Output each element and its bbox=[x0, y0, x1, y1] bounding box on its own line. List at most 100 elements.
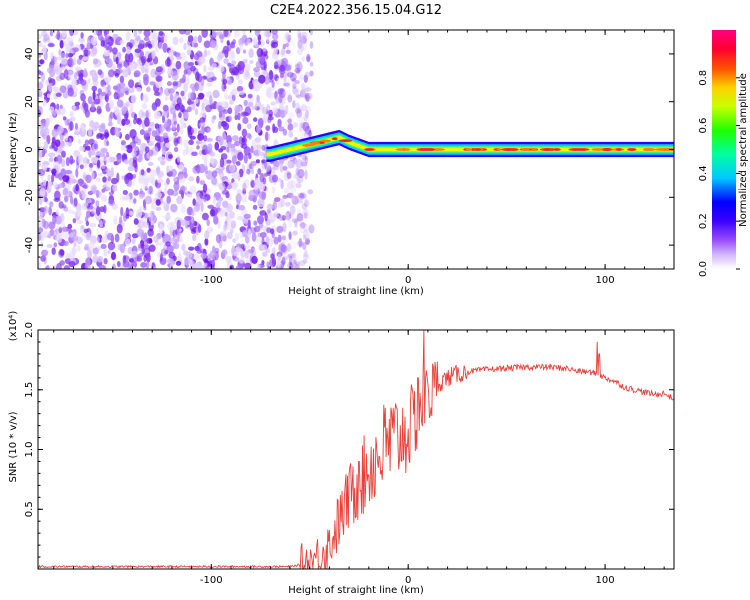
heatmap-cell bbox=[304, 94, 310, 100]
heatmap-cell bbox=[209, 95, 213, 105]
y-tick-label: 1.5 bbox=[24, 382, 35, 398]
heatmap-cell bbox=[129, 102, 134, 112]
heatmap-cell bbox=[243, 153, 248, 164]
heatmap-cell bbox=[222, 134, 227, 141]
heatmap-cell bbox=[147, 175, 155, 184]
heatmap-cell bbox=[38, 262, 42, 268]
heatmap-cell bbox=[44, 197, 48, 203]
heatmap-cell bbox=[258, 117, 264, 127]
heatmap-cell bbox=[88, 127, 92, 138]
heatmap-cell bbox=[124, 133, 130, 141]
heatmap-cell bbox=[292, 86, 298, 95]
heatmap-cell bbox=[130, 250, 138, 258]
heatmap-cell bbox=[95, 200, 100, 208]
heatmap-cell bbox=[81, 122, 85, 133]
snr-ylabel: SNR (10 * v/v) bbox=[8, 411, 19, 482]
heatmap-cell bbox=[243, 213, 251, 219]
heatmap-cell bbox=[61, 30, 68, 38]
heatmap-cell bbox=[295, 94, 302, 99]
heatmap-cell bbox=[58, 183, 66, 189]
heatmap-cell bbox=[292, 157, 297, 164]
heatmap-cell bbox=[295, 69, 301, 75]
heatmap-cell bbox=[247, 101, 254, 108]
heatmap-cell bbox=[194, 82, 200, 92]
heatmap-cell bbox=[62, 90, 69, 99]
heatmap-cell bbox=[301, 37, 307, 45]
heatmap-cell bbox=[242, 58, 248, 64]
heatmap-cell bbox=[263, 61, 267, 71]
heatmap-cell bbox=[58, 144, 63, 154]
heatmap-cell bbox=[188, 176, 195, 182]
heatmap-cell bbox=[105, 151, 110, 158]
heatmap-cell bbox=[287, 123, 294, 131]
heatmap-cell bbox=[56, 262, 62, 269]
heatmap-cell bbox=[309, 41, 314, 49]
heatmap-cell bbox=[69, 121, 74, 131]
heatmap-cell bbox=[93, 98, 101, 105]
heatmap-cell bbox=[232, 181, 236, 187]
snr-xlabel: Height of straight line (km) bbox=[288, 585, 424, 596]
heatmap-cell bbox=[287, 94, 293, 103]
heatmap-cell bbox=[301, 82, 305, 91]
heatmap-cell bbox=[38, 33, 42, 40]
heatmap-cell bbox=[251, 180, 255, 188]
heatmap-cell bbox=[273, 47, 279, 55]
ridge-peak bbox=[320, 139, 331, 143]
heatmap-cell bbox=[101, 236, 109, 244]
heatmap-cell bbox=[138, 193, 144, 200]
heatmap-cell bbox=[222, 249, 228, 256]
heatmap-cell bbox=[125, 31, 131, 41]
heatmap-cell bbox=[197, 224, 202, 233]
heatmap-cell bbox=[169, 93, 174, 102]
heatmap-cell bbox=[284, 256, 291, 261]
heatmap-cell bbox=[67, 59, 73, 65]
heatmap-cell bbox=[264, 212, 268, 222]
heatmap-cell bbox=[155, 127, 161, 137]
heatmap-cell bbox=[91, 156, 97, 163]
heatmap-cell bbox=[101, 195, 108, 202]
heatmap-cell bbox=[294, 79, 300, 85]
heatmap-cell bbox=[230, 220, 237, 229]
heatmap-cell bbox=[138, 109, 144, 119]
heatmap-cell bbox=[219, 210, 224, 216]
heatmap-cell bbox=[193, 42, 199, 48]
heatmap-cell bbox=[251, 226, 255, 234]
heatmap-cell bbox=[190, 228, 197, 234]
heatmap-cell bbox=[292, 122, 299, 128]
heatmap-cell bbox=[212, 196, 216, 205]
heatmap-cell bbox=[56, 234, 63, 243]
heatmap-cell bbox=[300, 132, 306, 138]
colorbar-tick-label: 0.8 bbox=[698, 70, 709, 86]
heatmap-cell bbox=[166, 244, 174, 253]
heatmap-cell bbox=[179, 37, 184, 44]
heatmap-cell bbox=[72, 104, 76, 110]
heatmap-cell bbox=[102, 156, 107, 162]
heatmap-cell bbox=[75, 122, 78, 131]
heatmap-cell bbox=[38, 142, 42, 147]
heatmap-cell bbox=[287, 261, 294, 269]
heatmap-cell bbox=[73, 197, 78, 207]
heatmap-cell bbox=[241, 137, 246, 143]
ridge-peak bbox=[602, 148, 612, 151]
heatmap-cell bbox=[261, 144, 266, 151]
spectrogram-ticks: -100 0 100 -40 -20 0 20 40 bbox=[24, 30, 674, 286]
heatmap-cell bbox=[133, 113, 138, 120]
heatmap-cell bbox=[272, 186, 275, 195]
heatmap-cell bbox=[165, 165, 173, 172]
colorbar-tick-label: 0.0 bbox=[698, 261, 709, 277]
heatmap-cell bbox=[153, 111, 161, 120]
heatmap-cell bbox=[277, 118, 282, 128]
heatmap-cell bbox=[235, 47, 241, 55]
heatmap-cell bbox=[274, 65, 280, 70]
heatmap-cell bbox=[131, 149, 137, 158]
heatmap-cell bbox=[112, 47, 118, 55]
heatmap-cell bbox=[100, 91, 107, 97]
heatmap-cell bbox=[296, 88, 300, 93]
heatmap-cell bbox=[286, 172, 292, 180]
heatmap-cell bbox=[182, 111, 190, 119]
heatmap-cell bbox=[203, 196, 207, 203]
heatmap-cell bbox=[282, 222, 287, 233]
heatmap-cell bbox=[38, 233, 42, 242]
heatmap-cell bbox=[113, 215, 118, 225]
heatmap-cell bbox=[88, 241, 95, 251]
